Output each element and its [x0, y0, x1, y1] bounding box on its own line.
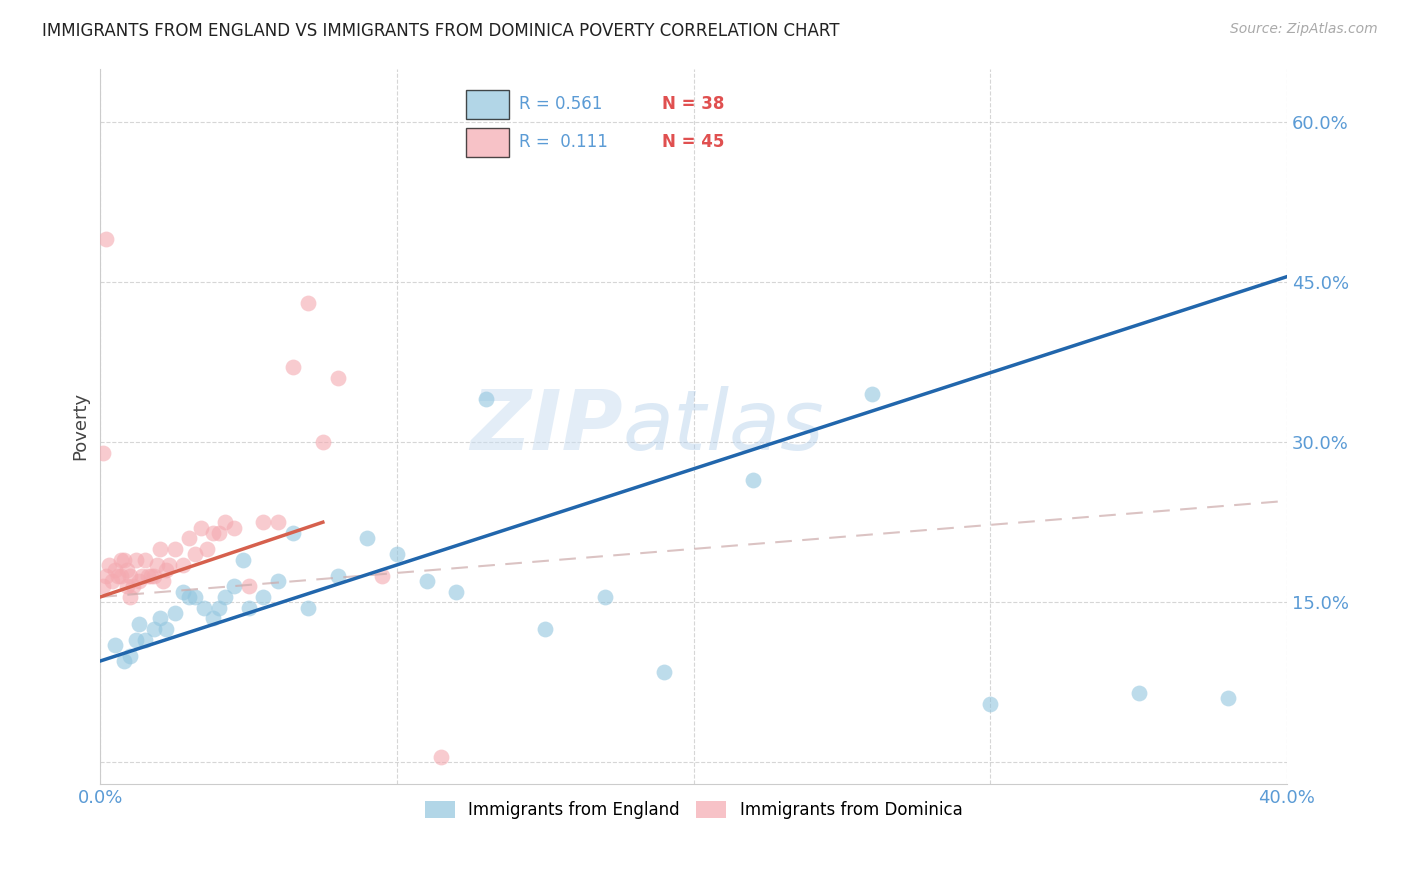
- Point: [101, 574, 124, 588]
- Point: [283, 525, 305, 540]
- Point: [155, 622, 177, 636]
- Point: [1128, 686, 1150, 700]
- Point: [142, 568, 165, 582]
- Point: [110, 552, 132, 566]
- Point: [208, 600, 231, 615]
- Text: atlas: atlas: [623, 385, 824, 467]
- Point: [326, 371, 349, 385]
- Point: [475, 392, 498, 407]
- Point: [104, 563, 127, 577]
- Point: [149, 611, 172, 625]
- Point: [172, 558, 194, 572]
- Point: [238, 600, 260, 615]
- Point: [118, 648, 141, 663]
- Point: [214, 515, 236, 529]
- Text: Source: ZipAtlas.com: Source: ZipAtlas.com: [1230, 22, 1378, 37]
- Point: [252, 515, 274, 529]
- Point: [115, 563, 138, 577]
- Point: [172, 584, 194, 599]
- Point: [214, 590, 236, 604]
- Point: [202, 611, 225, 625]
- Point: [142, 622, 165, 636]
- Point: [163, 541, 186, 556]
- Point: [593, 590, 616, 604]
- Point: [155, 563, 177, 577]
- Point: [91, 446, 114, 460]
- Point: [356, 531, 378, 545]
- Y-axis label: Poverty: Poverty: [72, 392, 89, 460]
- Point: [122, 579, 145, 593]
- Point: [297, 600, 319, 615]
- Point: [190, 520, 212, 534]
- Point: [131, 568, 153, 582]
- Point: [125, 632, 148, 647]
- Point: [860, 387, 883, 401]
- Point: [385, 547, 408, 561]
- Point: [415, 574, 437, 588]
- Point: [446, 584, 468, 599]
- Point: [252, 590, 274, 604]
- Point: [184, 547, 207, 561]
- Point: [312, 435, 335, 450]
- Point: [128, 574, 150, 588]
- Point: [283, 360, 305, 375]
- Point: [534, 622, 557, 636]
- Point: [267, 574, 290, 588]
- Point: [118, 590, 141, 604]
- Point: [193, 600, 215, 615]
- Point: [326, 568, 349, 582]
- Point: [112, 552, 135, 566]
- Point: [118, 568, 141, 582]
- Point: [96, 568, 118, 582]
- Point: [125, 552, 148, 566]
- Point: [208, 525, 231, 540]
- Point: [112, 654, 135, 668]
- Point: [652, 665, 675, 679]
- Point: [238, 579, 260, 593]
- Point: [1216, 691, 1239, 706]
- Point: [163, 606, 186, 620]
- Point: [157, 558, 180, 572]
- Text: IMMIGRANTS FROM ENGLAND VS IMMIGRANTS FROM DOMINICA POVERTY CORRELATION CHART: IMMIGRANTS FROM ENGLAND VS IMMIGRANTS FR…: [42, 22, 839, 40]
- Point: [202, 525, 225, 540]
- Point: [96, 232, 118, 246]
- Point: [195, 541, 218, 556]
- Point: [149, 541, 172, 556]
- Point: [179, 531, 201, 545]
- Point: [232, 552, 254, 566]
- Point: [139, 568, 162, 582]
- Point: [115, 579, 138, 593]
- Point: [107, 568, 129, 582]
- Point: [179, 590, 201, 604]
- Point: [91, 579, 114, 593]
- Point: [110, 568, 132, 582]
- Point: [430, 750, 453, 764]
- Point: [128, 616, 150, 631]
- Point: [742, 473, 765, 487]
- Text: ZIP: ZIP: [470, 385, 623, 467]
- Point: [267, 515, 290, 529]
- Point: [134, 552, 156, 566]
- Point: [979, 697, 1001, 711]
- Point: [104, 638, 127, 652]
- Point: [222, 579, 245, 593]
- Point: [371, 568, 394, 582]
- Legend: Immigrants from England, Immigrants from Dominica: Immigrants from England, Immigrants from…: [418, 794, 969, 825]
- Point: [152, 574, 174, 588]
- Point: [222, 520, 245, 534]
- Point: [184, 590, 207, 604]
- Point: [134, 632, 156, 647]
- Point: [297, 296, 319, 310]
- Point: [136, 568, 159, 582]
- Point: [98, 558, 121, 572]
- Point: [145, 558, 167, 572]
